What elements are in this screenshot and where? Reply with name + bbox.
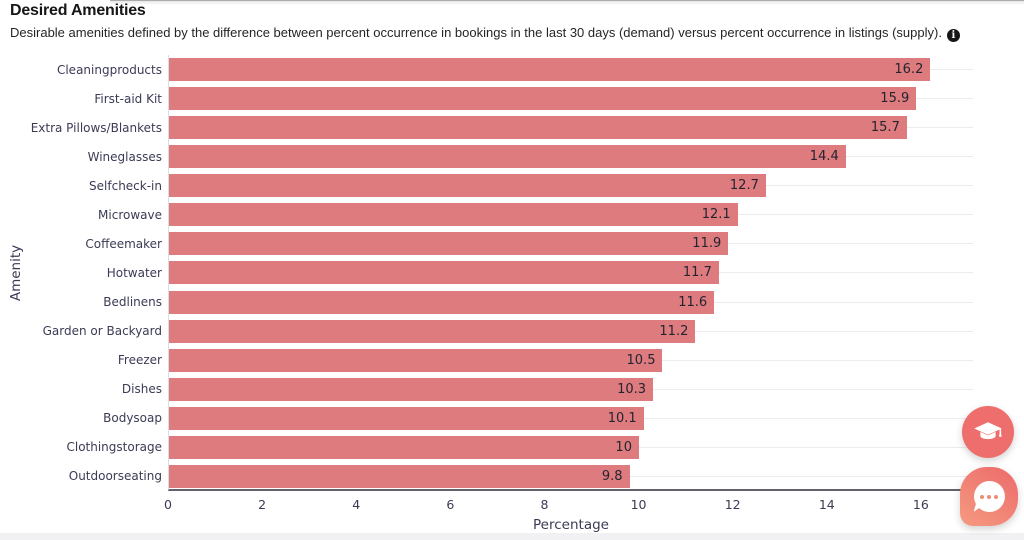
bar-value-label: 11.7 bbox=[682, 265, 712, 281]
chart-row: 15.9 bbox=[169, 84, 975, 113]
x-tick-label: 16 bbox=[912, 497, 929, 512]
y-axis-category-labels: Cleaningproducts First-aid Kit Extra Pillo… bbox=[0, 55, 162, 491]
chart-row: 11.7 bbox=[169, 258, 975, 287]
chat-widget-button[interactable] bbox=[960, 467, 1018, 526]
chart-subtitle: Desirable amenities defined by the diffe… bbox=[10, 25, 970, 42]
bar-clothingstorage[interactable]: 10 bbox=[169, 435, 639, 459]
page-title: Desired Amenities bbox=[10, 2, 146, 19]
category-label: First-aid Kit bbox=[94, 91, 162, 106]
bar-value-label: 11.2 bbox=[659, 323, 689, 339]
chart-row: 11.9 bbox=[169, 229, 975, 258]
bar-wineglasses[interactable]: 14.4 bbox=[169, 145, 846, 169]
category-label: Clothingstorage bbox=[66, 440, 162, 455]
chart-row: 12.1 bbox=[169, 200, 975, 229]
x-tick-label: 10 bbox=[630, 497, 647, 512]
chart-row: 14.4 bbox=[169, 142, 975, 171]
category-label: Dishes bbox=[121, 382, 162, 397]
bar-value-label: 11.9 bbox=[692, 236, 722, 252]
x-tick-label: 14 bbox=[818, 497, 835, 512]
bar-extra-pillows-blankets[interactable]: 15.7 bbox=[169, 116, 907, 140]
category-label: Garden or Backyard bbox=[42, 324, 162, 339]
bar-value-label: 14.4 bbox=[809, 149, 839, 165]
category-label: Outdoorseating bbox=[68, 469, 162, 484]
chart-row: 9.8 bbox=[169, 462, 975, 491]
graduation-cap-icon bbox=[973, 417, 1003, 447]
bar-value-label: 15.9 bbox=[880, 91, 910, 107]
chat-dot bbox=[980, 494, 984, 499]
bar-microwave[interactable]: 12.1 bbox=[169, 203, 738, 227]
bar-value-label: 16.2 bbox=[894, 62, 924, 78]
bar-coffeemaker[interactable]: 11.9 bbox=[169, 232, 729, 256]
bar-outdoorseating[interactable]: 9.8 bbox=[169, 464, 630, 488]
education-widget-button[interactable] bbox=[962, 406, 1014, 458]
bar-value-label: 12.7 bbox=[729, 178, 759, 194]
chart-row: 10.5 bbox=[169, 346, 975, 375]
category-label: Freezer bbox=[117, 353, 162, 368]
plot-area: 16.2 15.9 15.7 14.4 12.7 12.1 11.9 11.7 11.6 11.2… bbox=[168, 55, 975, 491]
x-tick-label: 4 bbox=[352, 497, 361, 512]
chart-row: 11.6 bbox=[169, 288, 975, 317]
category-label: Microwave bbox=[98, 207, 162, 222]
bar-value-label: 9.8 bbox=[601, 468, 623, 484]
bar-bedlinens[interactable]: 11.6 bbox=[169, 290, 715, 314]
bar-value-label: 12.1 bbox=[701, 207, 731, 223]
bar-value-label: 10.5 bbox=[626, 352, 656, 368]
bar-dishes[interactable]: 10.3 bbox=[169, 377, 654, 401]
chart-row: 11.2 bbox=[169, 317, 975, 346]
info-icon[interactable]: i bbox=[946, 29, 960, 42]
top-divider bbox=[110, 0, 1024, 5]
bar-freezer[interactable]: 10.5 bbox=[169, 348, 663, 372]
x-axis-title: Percentage bbox=[533, 517, 609, 533]
chat-dot bbox=[987, 494, 991, 499]
chart-row: 10.1 bbox=[169, 404, 975, 433]
bar-value-label: 11.6 bbox=[678, 294, 708, 310]
x-tick-label: 0 bbox=[164, 497, 172, 512]
category-label: Cleaningproducts bbox=[56, 62, 162, 77]
x-tick-label: 12 bbox=[724, 497, 741, 512]
bar-first-aid-kit[interactable]: 15.9 bbox=[169, 87, 917, 111]
category-label: Hotwater bbox=[106, 265, 162, 280]
x-tick-label: 6 bbox=[446, 497, 455, 512]
bar-cleaningproducts[interactable]: 16.2 bbox=[169, 58, 931, 82]
category-label: Coffeemaker bbox=[85, 236, 162, 251]
bottom-strip bbox=[0, 533, 1024, 540]
chart-row: 10 bbox=[169, 433, 975, 462]
category-label: Bedlinens bbox=[103, 295, 162, 310]
bar-value-label: 15.7 bbox=[870, 120, 900, 136]
category-label: Selfcheck-in bbox=[89, 178, 162, 193]
chart-row: 15.7 bbox=[169, 113, 975, 142]
x-tick-label: 8 bbox=[540, 497, 549, 512]
x-axis-ticks: 0 2 4 6 8 10 12 14 16 bbox=[164, 497, 975, 513]
x-tick-label: 2 bbox=[258, 497, 267, 512]
bar-value-label: 10.1 bbox=[607, 410, 637, 426]
bar-selfcheck-in[interactable]: 12.7 bbox=[169, 174, 766, 198]
subtitle-text: Desirable amenities defined by the diffe… bbox=[10, 25, 942, 40]
bar-hotwater[interactable]: 11.7 bbox=[169, 261, 719, 285]
bar-bodysoap[interactable]: 10.1 bbox=[169, 406, 644, 430]
chart-row: 16.2 bbox=[169, 55, 975, 84]
bar-value-label: 10.3 bbox=[617, 381, 647, 397]
category-label: Extra Pillows/Blankets bbox=[30, 120, 162, 135]
chart-row: 10.3 bbox=[169, 375, 975, 404]
bar-garden-or-backyard[interactable]: 11.2 bbox=[169, 319, 696, 343]
category-label: Wineglasses bbox=[87, 149, 162, 164]
category-label: Bodysoap bbox=[103, 411, 162, 426]
bar-value-label: 10 bbox=[615, 439, 632, 455]
chat-dot bbox=[994, 494, 998, 499]
chart-row: 12.7 bbox=[169, 171, 975, 200]
chat-bubble-icon bbox=[973, 481, 1005, 512]
